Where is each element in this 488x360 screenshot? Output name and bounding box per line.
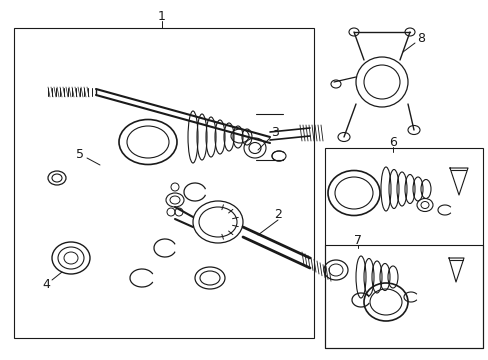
Text: 1: 1 (158, 9, 165, 22)
Text: 2: 2 (273, 208, 282, 221)
Text: 7: 7 (353, 234, 361, 247)
Text: 8: 8 (416, 31, 424, 45)
Text: 3: 3 (270, 126, 278, 139)
Text: 6: 6 (388, 135, 396, 148)
Bar (14, 28, 313, 338)
Bar (325, 245, 482, 348)
Bar (325, 148, 482, 348)
Text: 4: 4 (42, 279, 50, 292)
Text: 5: 5 (76, 148, 84, 162)
